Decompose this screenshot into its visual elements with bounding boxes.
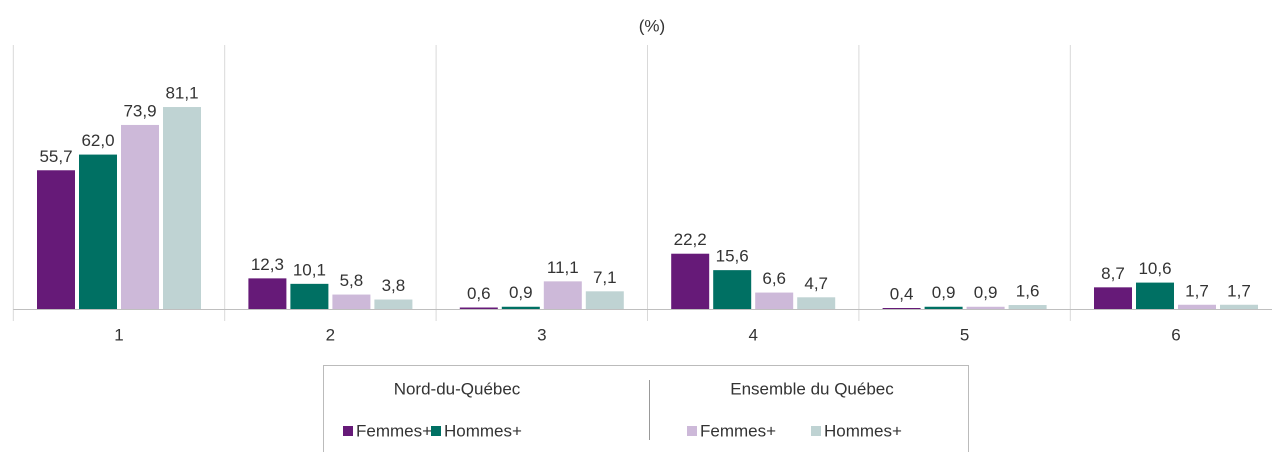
bar <box>1220 304 1258 309</box>
value-label: 0,4 <box>890 284 914 303</box>
x-tick-label: 5 <box>960 325 969 344</box>
value-label: 15,6 <box>716 247 749 266</box>
bar <box>332 294 371 309</box>
bar <box>755 292 794 309</box>
bar <box>1008 305 1047 309</box>
value-label: 73,9 <box>123 101 156 120</box>
value-label: 81,1 <box>165 83 198 102</box>
bar <box>585 291 624 309</box>
chart-title: (%) <box>639 16 665 35</box>
legend-swatch <box>431 426 441 436</box>
legend-label: Femmes+ <box>700 421 776 440</box>
bar <box>671 253 710 309</box>
value-label: 4,7 <box>804 274 828 293</box>
value-label: 1,6 <box>1016 281 1040 300</box>
value-label: 8,7 <box>1101 264 1125 283</box>
legend-label: Hommes+ <box>824 421 902 440</box>
x-tick-label: 2 <box>326 325 335 344</box>
value-label: 10,6 <box>1138 259 1171 278</box>
bar <box>882 308 921 309</box>
bar <box>1136 282 1174 309</box>
x-tick-label: 6 <box>1171 325 1180 344</box>
value-label: 1,7 <box>1227 281 1251 300</box>
x-tick-label: 3 <box>537 325 546 344</box>
bar <box>966 306 1005 309</box>
value-label: 62,0 <box>81 131 114 150</box>
value-label: 5,8 <box>340 271 364 290</box>
bar <box>374 299 413 309</box>
value-label: 0,6 <box>467 284 491 303</box>
value-label: 7,1 <box>593 268 617 287</box>
bar <box>248 278 287 309</box>
value-label: 55,7 <box>39 147 72 166</box>
bar <box>924 306 963 309</box>
legend-swatch <box>343 426 353 436</box>
legend-label: Hommes+ <box>444 421 522 440</box>
bar <box>79 154 117 309</box>
bar <box>459 307 498 309</box>
value-label: 6,6 <box>762 269 786 288</box>
x-tick-label: 1 <box>114 325 123 344</box>
bar <box>797 297 836 309</box>
value-label: 0,9 <box>509 283 533 302</box>
value-label: 3,8 <box>382 276 406 295</box>
value-label: 1,7 <box>1185 281 1209 300</box>
legend-group-title: Ensemble du Québec <box>730 379 894 398</box>
bar <box>121 124 159 309</box>
bar <box>543 281 582 309</box>
bar <box>290 283 329 309</box>
value-label: 10,1 <box>293 260 326 279</box>
value-label: 12,3 <box>251 255 284 274</box>
bar <box>501 306 540 309</box>
bar <box>37 170 75 309</box>
bar <box>1094 287 1132 309</box>
legend-group-title: Nord-du-Québec <box>394 379 521 398</box>
bar <box>1178 304 1216 309</box>
x-tick-label: 4 <box>748 325 757 344</box>
legend-swatch <box>687 426 697 436</box>
legend-label: Femmes+ <box>356 421 432 440</box>
legend-box <box>323 365 969 452</box>
value-label: 0,9 <box>974 283 998 302</box>
bar <box>163 107 201 309</box>
legend-swatch <box>811 426 821 436</box>
bar <box>713 270 752 309</box>
value-label: 11,1 <box>547 258 579 277</box>
value-label: 0,9 <box>932 283 956 302</box>
value-label: 22,2 <box>674 230 707 249</box>
